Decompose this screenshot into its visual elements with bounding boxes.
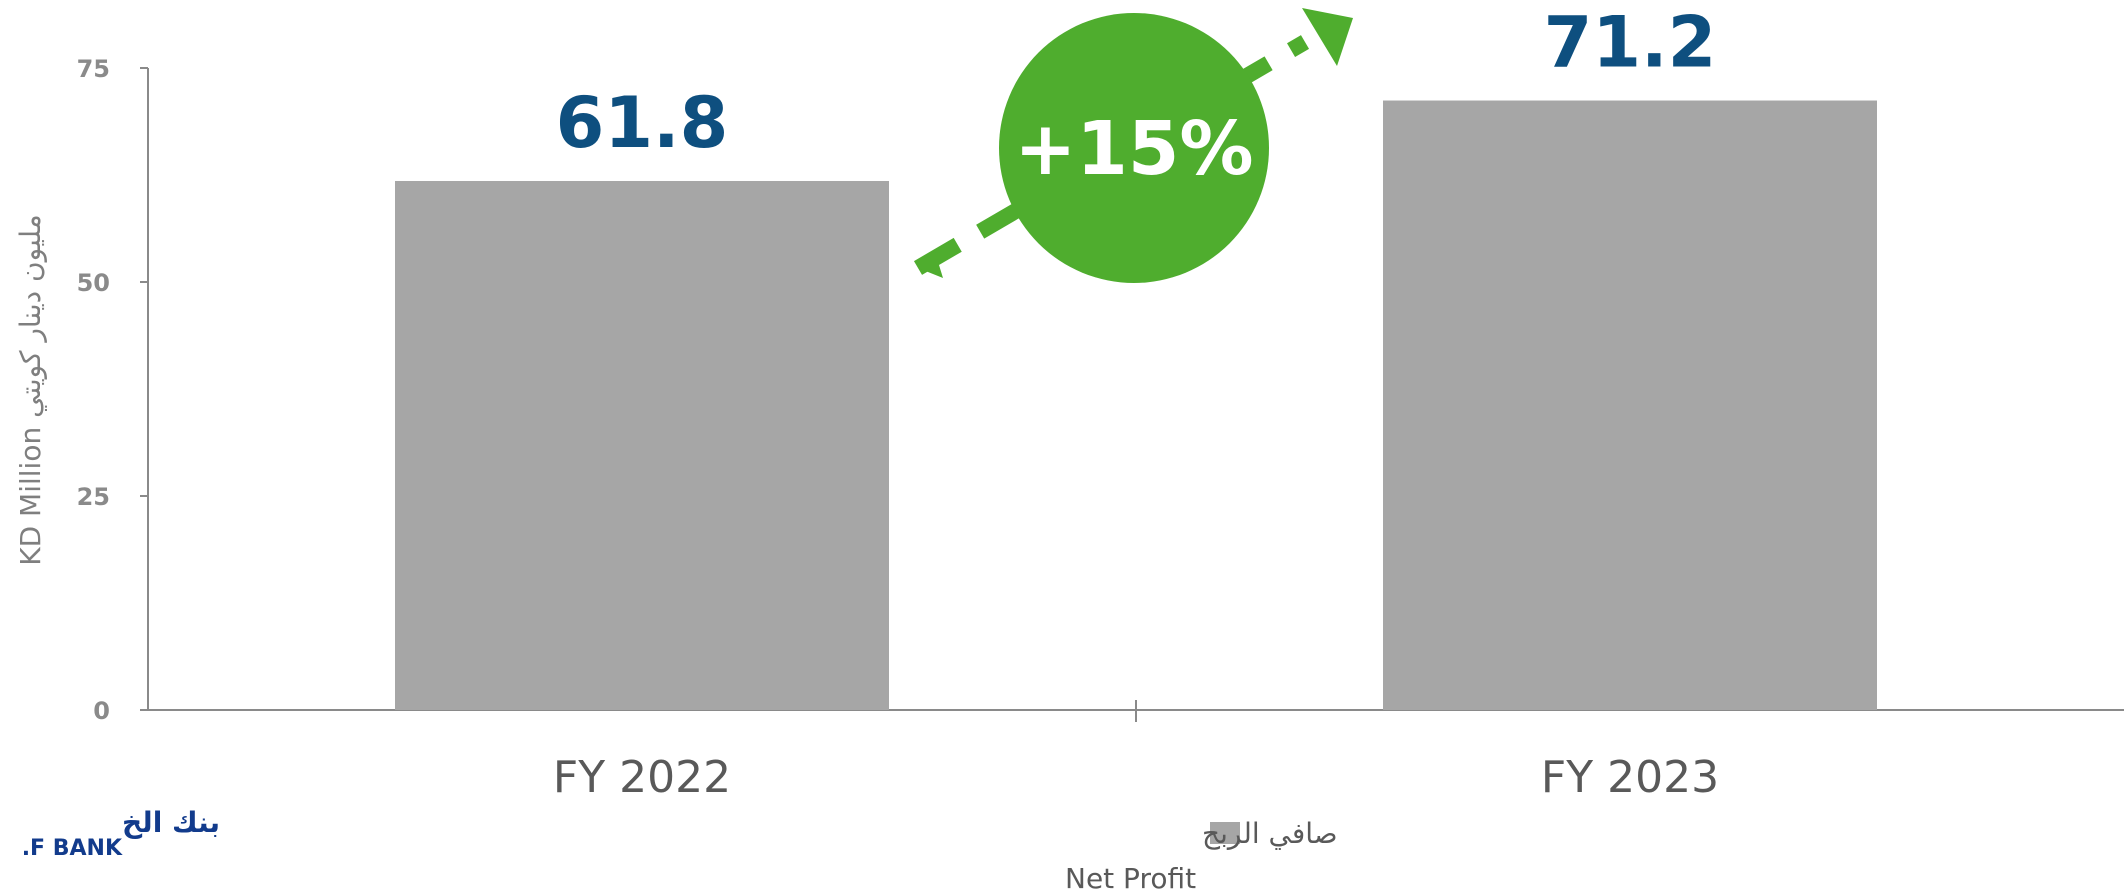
y-tick-label: 0: [93, 697, 110, 725]
bar-fy-2023: [1383, 100, 1877, 710]
arrow-head-up-icon: [1302, 8, 1353, 66]
data-label: 61.8: [556, 82, 729, 164]
data-label: 71.2: [1544, 2, 1717, 84]
y-tick-label: 25: [77, 483, 110, 511]
x-tick-label: FY 2023: [1541, 752, 1719, 803]
growth-badge-text: +15%: [1014, 106, 1253, 192]
labels: 0 25 50 75 FY 2022 61.8 FY 2023 71.2: [77, 2, 1719, 803]
bank-logo: بنك الخ .F BANK: [22, 806, 220, 861]
legend-swatch: [1210, 822, 1240, 844]
x-tick-label: FY 2022: [553, 752, 731, 803]
logo-text-ar: بنك الخ: [122, 806, 220, 839]
bar-fy-2022: [395, 180, 889, 710]
legend-label-en: Net Profit: [1065, 862, 1196, 892]
y-tick-label: 75: [77, 55, 110, 83]
legend: صافي الربح Net Profit: [1065, 817, 1338, 892]
logo-text-en: .F BANK: [22, 836, 123, 861]
bars: [395, 100, 1877, 710]
legend-label-ar: صافي الربح: [1202, 817, 1338, 850]
growth-badge: +15%: [999, 13, 1269, 283]
y-tick-label: 50: [77, 269, 110, 297]
arrow-head-down-icon: [918, 252, 943, 278]
y-axis-label: KD Million مليون دينار كويتي: [14, 214, 47, 566]
